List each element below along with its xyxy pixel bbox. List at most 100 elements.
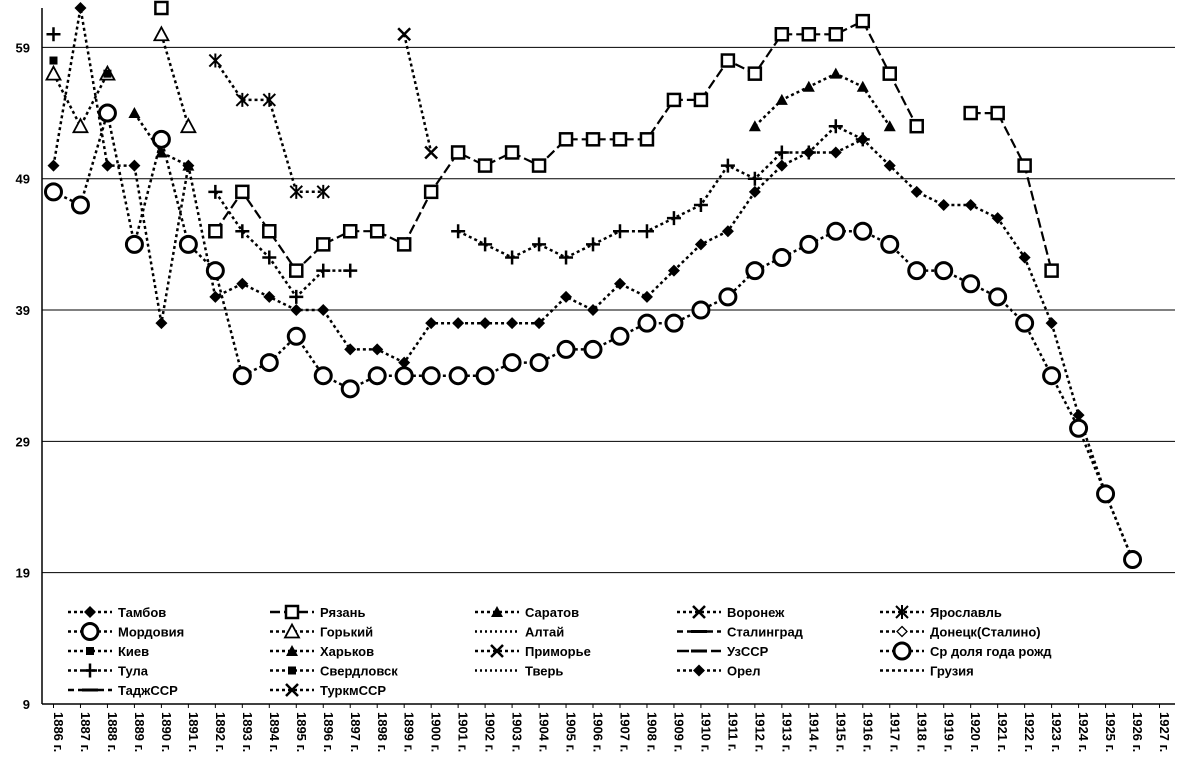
data-point — [748, 120, 761, 132]
x-tick-label: 1891 г. — [186, 712, 201, 752]
legend-item: УзССР — [677, 644, 769, 659]
x-tick-label: 1901 г. — [456, 712, 471, 752]
y-axis-tick-labels: 9 19 29 39 49 59 — [16, 40, 30, 712]
data-point — [961, 274, 981, 294]
legend-label: Саратов — [525, 605, 579, 620]
data-point — [937, 198, 950, 211]
x-tick-label: 1910 г. — [698, 712, 713, 752]
x-tick-label: 1902 г. — [483, 712, 498, 752]
x-tick-label: 1913 г. — [779, 712, 794, 752]
data-point — [718, 287, 738, 307]
data-point — [772, 248, 792, 268]
data-point — [182, 159, 195, 171]
legend-item: Ярославль — [880, 605, 1002, 620]
data-point — [585, 132, 601, 147]
data-point — [425, 317, 438, 330]
x-tick-label: 1892 г. — [213, 712, 228, 752]
data-point — [829, 67, 842, 79]
data-point — [587, 304, 600, 317]
data-point — [371, 343, 384, 356]
legend-item: Орел — [677, 664, 761, 679]
data-point — [640, 290, 653, 303]
legend-label: Киев — [118, 644, 149, 659]
data-point — [775, 159, 788, 172]
data-point — [991, 212, 1004, 225]
legend-item: ТуркмССР — [270, 683, 386, 698]
data-point — [934, 261, 954, 281]
x-tick-label: 1919 г. — [941, 712, 956, 752]
data-point — [154, 0, 169, 16]
data-point — [531, 158, 547, 173]
data-point — [290, 304, 303, 317]
series-6 — [43, 103, 1143, 570]
series-line — [214, 124, 864, 299]
x-tick-label: 1898 г. — [375, 712, 390, 752]
data-point — [235, 224, 250, 239]
x-tick-label: 1889 г. — [132, 712, 147, 752]
legend-item: Ср доля года рожд — [880, 641, 1052, 661]
data-point — [1072, 409, 1085, 422]
data-point — [477, 158, 493, 173]
data-point — [235, 184, 250, 200]
legend-item: Алтай — [475, 625, 564, 640]
legend-label: Воронеж — [727, 605, 785, 620]
legend-item: Тула — [68, 663, 149, 679]
x-tick-label: 1904 г. — [537, 712, 552, 752]
data-point — [721, 225, 734, 238]
x-tick-label: 1899 г. — [402, 712, 417, 752]
y-tick-label: 29 — [16, 434, 30, 449]
x-tick-label: 1908 г. — [645, 712, 660, 752]
x-tick-label: 1925 г. — [1103, 712, 1118, 752]
x-tick-label: 1926 г. — [1130, 712, 1145, 752]
data-point — [209, 290, 222, 303]
gridlines — [42, 46, 1175, 574]
data-point — [1044, 263, 1059, 278]
data-point — [43, 182, 63, 202]
data-point — [775, 93, 788, 105]
data-point — [612, 224, 627, 239]
data-point — [613, 277, 626, 290]
data-point — [1042, 366, 1062, 386]
data-point — [883, 159, 896, 172]
data-point — [479, 317, 492, 330]
x-tick-label: 1905 г. — [564, 712, 579, 752]
data-point — [583, 339, 603, 359]
data-point — [47, 159, 60, 172]
data-point — [829, 146, 842, 159]
data-point — [397, 27, 412, 42]
data-point — [667, 264, 680, 277]
legend-label: Тула — [118, 664, 149, 679]
data-point — [179, 117, 197, 134]
data-point — [560, 290, 573, 303]
data-point — [963, 105, 978, 121]
legend-marker — [490, 644, 504, 658]
data-point — [451, 224, 466, 239]
y-tick-label: 39 — [16, 303, 30, 318]
data-point — [262, 223, 277, 239]
legend-label: Харьков — [320, 644, 374, 659]
legend-marker — [284, 604, 300, 620]
data-point — [262, 92, 277, 107]
data-point — [1018, 251, 1031, 264]
legend-item: Горький — [270, 622, 373, 640]
x-tick-label: 1895 г. — [294, 712, 309, 752]
legend-label: Ярославль — [930, 605, 1002, 620]
data-point — [774, 145, 789, 160]
legend-marker — [288, 666, 296, 675]
x-tick-label: 1906 г. — [591, 712, 606, 752]
data-point — [801, 145, 816, 160]
data-point — [747, 171, 762, 186]
data-point — [586, 237, 601, 252]
data-point — [502, 353, 522, 373]
x-tick-label: 1909 г. — [672, 712, 687, 752]
legend-label: Сталинград — [727, 625, 804, 640]
legend-label: ТуркмССР — [320, 683, 386, 698]
data-point — [97, 103, 117, 123]
data-point — [533, 317, 546, 330]
data-point — [694, 238, 707, 251]
data-point — [313, 366, 333, 386]
data-point — [342, 223, 358, 239]
data-point — [262, 250, 277, 265]
legend-marker — [86, 647, 94, 655]
legend-marker — [896, 625, 908, 638]
